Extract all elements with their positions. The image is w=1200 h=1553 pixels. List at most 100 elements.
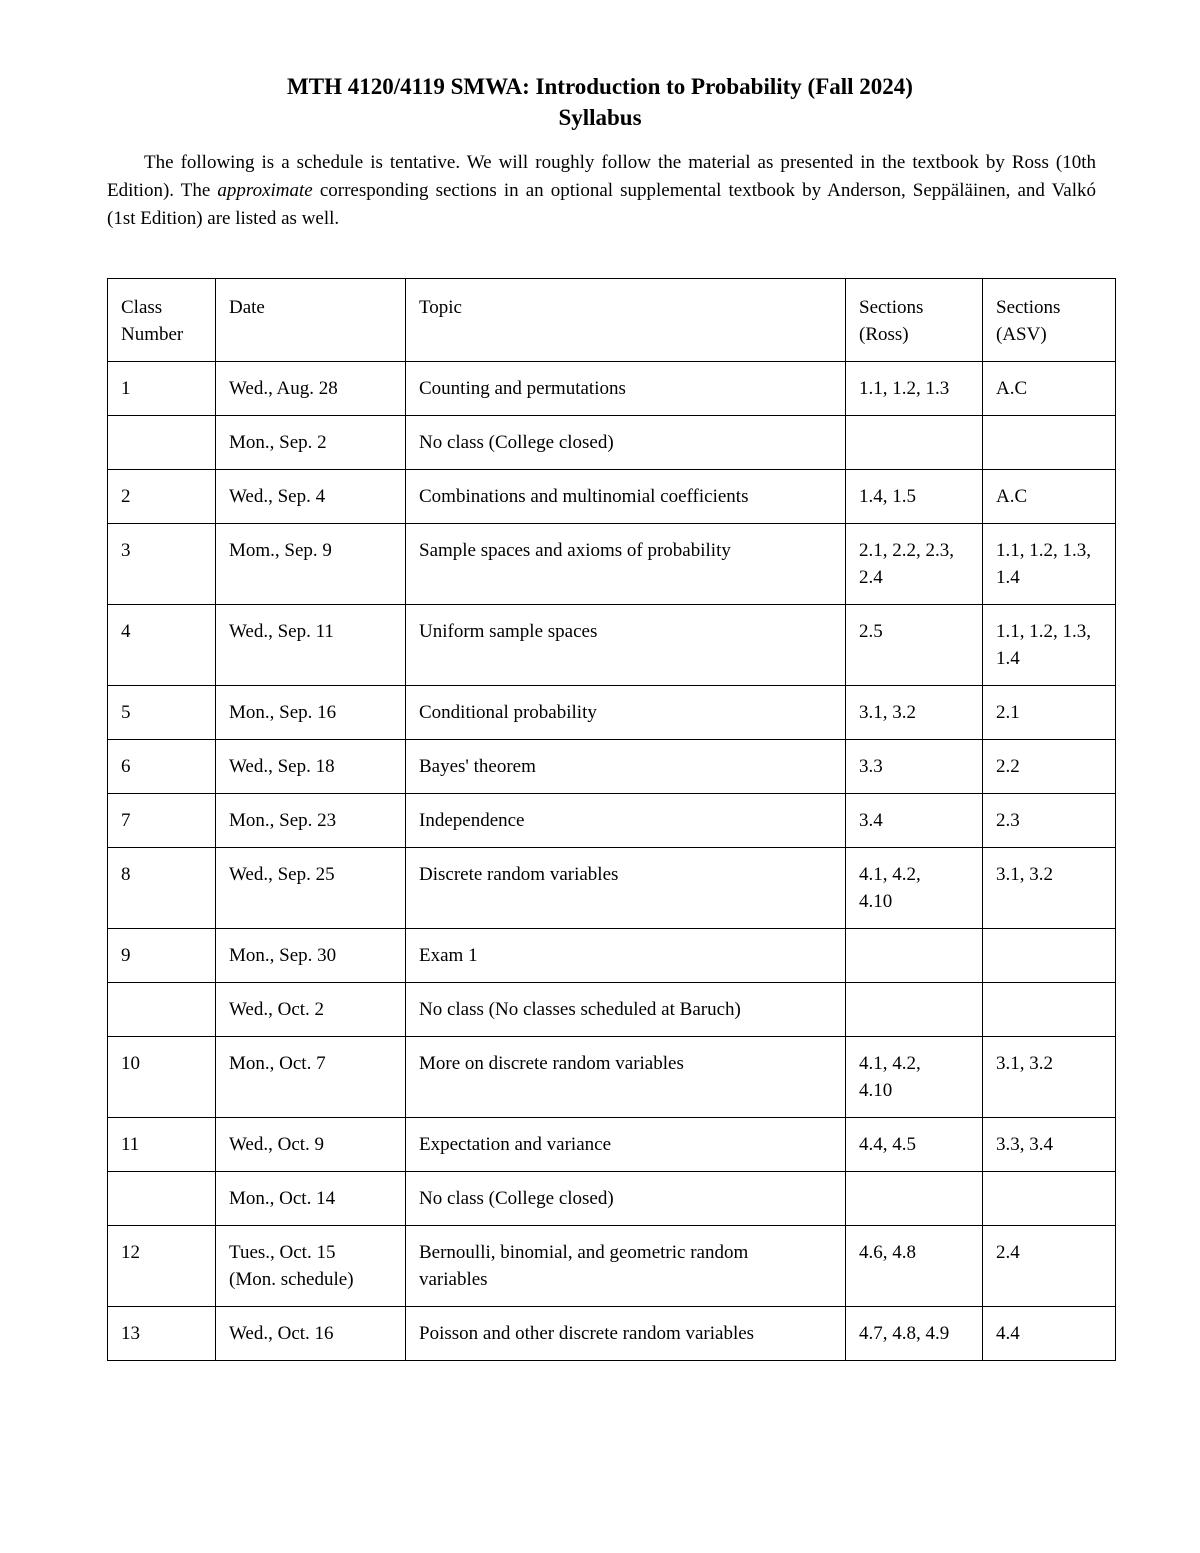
class-number-cell: 1 bbox=[107, 361, 216, 416]
title-line-course: MTH 4120/4119 SMWA: Introduction to Prob… bbox=[287, 74, 913, 99]
table-row: 12 Tues., Oct. 15 (Mon. schedule) Bernoull… bbox=[107, 1225, 1116, 1307]
table-row: 11 Wed., Oct. 9 Expectation and variance 4.… bbox=[107, 1117, 1116, 1172]
table-row: 10 Mon., Oct. 7 More on discrete random va… bbox=[107, 1036, 1116, 1118]
date-cell: Wed., Sep. 18 bbox=[215, 739, 406, 794]
topic-cell: No class (No classes scheduled at Baruch… bbox=[405, 982, 846, 1037]
sections-asv-cell: 3.3, 3.4 bbox=[982, 1117, 1116, 1172]
class-number-cell: 12 bbox=[107, 1225, 216, 1307]
date-cell: Mon., Sep. 23 bbox=[215, 793, 406, 848]
table-row: Mon., Oct. 14 No class (College closed) bbox=[107, 1171, 1116, 1226]
sections-asv-cell: 2.2 bbox=[982, 739, 1116, 794]
date-cell: Wed., Oct. 16 bbox=[215, 1306, 406, 1361]
table-row: 1 Wed., Aug. 28 Counting and permutations 1… bbox=[107, 361, 1116, 416]
class-number-cell: 9 bbox=[107, 928, 216, 983]
sections-ross-cell: 3.1, 3.2 bbox=[845, 685, 983, 740]
table-row: 2 Wed., Sep. 4 Combinations and multinomia… bbox=[107, 469, 1116, 524]
sections-asv-cell: 2.1 bbox=[982, 685, 1116, 740]
topic-cell: Poisson and other discrete random variab… bbox=[405, 1306, 846, 1361]
table-row: 9 Mon., Sep. 30 Exam 1 bbox=[107, 928, 1116, 983]
topic-cell: Uniform sample spaces bbox=[405, 604, 846, 686]
document-title: MTH 4120/4119 SMWA: Introduction to Prob… bbox=[0, 0, 1200, 133]
sections-asv-cell: 3.1, 3.2 bbox=[982, 1036, 1116, 1118]
class-number-cell: 3 bbox=[107, 523, 216, 605]
date-cell: Mon., Sep. 2 bbox=[215, 415, 406, 470]
table-row: 6 Wed., Sep. 18 Bayes' theorem 3.3 2.2 bbox=[107, 739, 1116, 794]
class-number-cell: 11 bbox=[107, 1117, 216, 1172]
class-number-cell: 6 bbox=[107, 739, 216, 794]
header-sections-asv: Sections (ASV) bbox=[982, 278, 1116, 362]
schedule-table: Class Number Date Topic Sections (Ross) … bbox=[107, 278, 1116, 1361]
sections-ross-cell: 4.6, 4.8 bbox=[845, 1225, 983, 1307]
class-number-cell: 10 bbox=[107, 1036, 216, 1118]
sections-ross-cell: 1.1, 1.2, 1.3 bbox=[845, 361, 983, 416]
sections-ross-cell bbox=[845, 415, 983, 470]
topic-cell: Conditional probability bbox=[405, 685, 846, 740]
topic-cell: No class (College closed) bbox=[405, 415, 846, 470]
class-number-cell: 4 bbox=[107, 604, 216, 686]
intro-italic-word: approximate bbox=[217, 180, 313, 201]
sections-asv-cell bbox=[982, 928, 1116, 983]
date-cell: Wed., Sep. 25 bbox=[215, 847, 406, 929]
sections-asv-cell bbox=[982, 415, 1116, 470]
date-cell: Mon., Oct. 7 bbox=[215, 1036, 406, 1118]
table-row: Mon., Sep. 2 No class (College closed) bbox=[107, 415, 1116, 470]
topic-cell: More on discrete random variables bbox=[405, 1036, 846, 1118]
intro-paragraph: The following is a schedule is tentative… bbox=[107, 149, 1096, 233]
class-number-cell: 2 bbox=[107, 469, 216, 524]
date-cell: Wed., Oct. 9 bbox=[215, 1117, 406, 1172]
sections-asv-cell: A.C bbox=[982, 469, 1116, 524]
class-number-cell: 8 bbox=[107, 847, 216, 929]
title-line-syllabus: Syllabus bbox=[558, 105, 642, 130]
class-number-cell: 13 bbox=[107, 1306, 216, 1361]
topic-cell: Combinations and multinomial coefficient… bbox=[405, 469, 846, 524]
table-row: 13 Wed., Oct. 16 Poisson and other discret… bbox=[107, 1306, 1116, 1361]
date-cell: Wed., Sep. 4 bbox=[215, 469, 406, 524]
header-class-number: Class Number bbox=[107, 278, 216, 362]
topic-cell: Bayes' theorem bbox=[405, 739, 846, 794]
sections-ross-cell: 4.4, 4.5 bbox=[845, 1117, 983, 1172]
sections-asv-cell: 2.3 bbox=[982, 793, 1116, 848]
sections-ross-cell: 1.4, 1.5 bbox=[845, 469, 983, 524]
date-cell: Mon., Oct. 14 bbox=[215, 1171, 406, 1226]
sections-asv-cell bbox=[982, 982, 1116, 1037]
table-row: 4 Wed., Sep. 11 Uniform sample spaces 2.5 1.… bbox=[107, 604, 1116, 686]
topic-cell: No class (College closed) bbox=[405, 1171, 846, 1226]
table-row: 8 Wed., Sep. 25 Discrete random variables 4… bbox=[107, 847, 1116, 929]
sections-ross-cell: 3.3 bbox=[845, 739, 983, 794]
sections-asv-cell: 4.4 bbox=[982, 1306, 1116, 1361]
class-number-cell bbox=[107, 415, 216, 470]
class-number-cell: 7 bbox=[107, 793, 216, 848]
header-sections-ross: Sections (Ross) bbox=[845, 278, 983, 362]
table-row: 7 Mon., Sep. 23 Independence 3.4 2.3 bbox=[107, 793, 1116, 848]
sections-ross-cell: 3.4 bbox=[845, 793, 983, 848]
sections-asv-cell: 1.1, 1.2, 1.3, 1.4 bbox=[982, 523, 1116, 605]
date-cell: Mon., Sep. 16 bbox=[215, 685, 406, 740]
sections-ross-cell: 2.5 bbox=[845, 604, 983, 686]
date-cell: Tues., Oct. 15 (Mon. schedule) bbox=[215, 1225, 406, 1307]
topic-cell: Exam 1 bbox=[405, 928, 846, 983]
date-cell: Wed., Sep. 11 bbox=[215, 604, 406, 686]
class-number-cell bbox=[107, 1171, 216, 1226]
header-topic: Topic bbox=[405, 278, 846, 362]
header-date: Date bbox=[215, 278, 406, 362]
sections-ross-cell: 4.1, 4.2, 4.10 bbox=[845, 847, 983, 929]
sections-ross-cell bbox=[845, 982, 983, 1037]
sections-ross-cell: 4.1, 4.2, 4.10 bbox=[845, 1036, 983, 1118]
topic-cell: Discrete random variables bbox=[405, 847, 846, 929]
class-number-cell: 5 bbox=[107, 685, 216, 740]
topic-cell: Expectation and variance bbox=[405, 1117, 846, 1172]
topic-cell: Independence bbox=[405, 793, 846, 848]
intro-text-before: The following is a schedule is tentative… bbox=[107, 152, 1096, 201]
topic-cell: Bernoulli, binomial, and geometric rando… bbox=[405, 1225, 846, 1307]
date-cell: Mon., Sep. 30 bbox=[215, 928, 406, 983]
date-cell: Wed., Oct. 2 bbox=[215, 982, 406, 1037]
sections-ross-cell: 4.7, 4.8, 4.9 bbox=[845, 1306, 983, 1361]
table-row: Wed., Oct. 2 No class (No classes schedul… bbox=[107, 982, 1116, 1037]
topic-cell: Sample spaces and axioms of probability bbox=[405, 523, 846, 605]
sections-asv-cell: 3.1, 3.2 bbox=[982, 847, 1116, 929]
table-row: 3 Mom., Sep. 9 Sample spaces and axioms of… bbox=[107, 523, 1116, 605]
sections-asv-cell bbox=[982, 1171, 1116, 1226]
date-cell: Mom., Sep. 9 bbox=[215, 523, 406, 605]
topic-cell: Counting and permutations bbox=[405, 361, 846, 416]
